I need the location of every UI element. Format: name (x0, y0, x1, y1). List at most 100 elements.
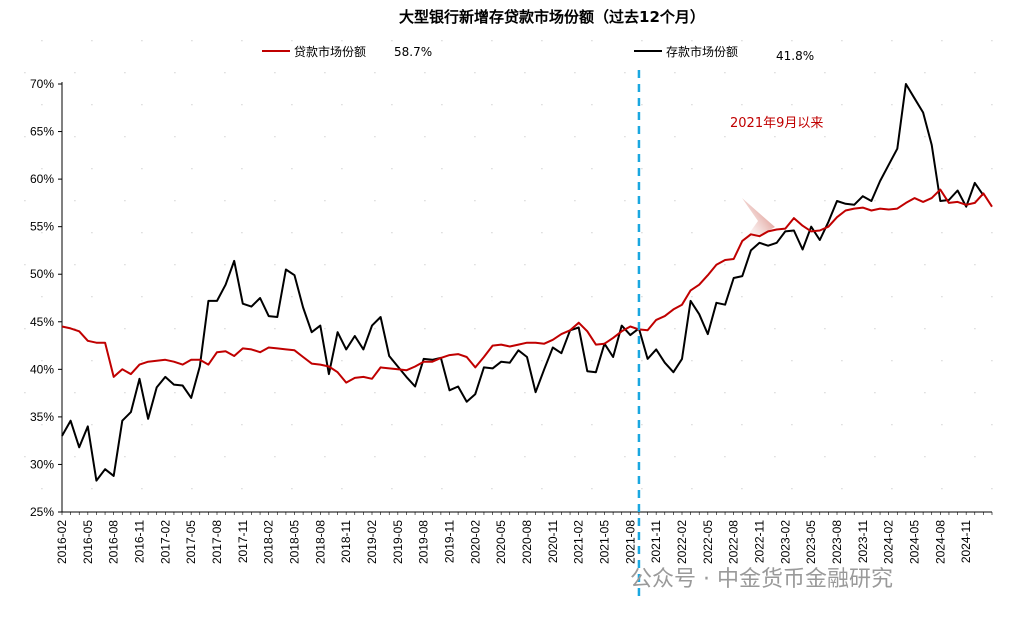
bg-dot (641, 232, 643, 234)
bg-dot (491, 360, 493, 362)
bg-dot (724, 328, 726, 330)
bg-dot (241, 488, 243, 490)
bg-dot (691, 424, 693, 426)
bg-dot (574, 392, 576, 394)
bg-dot (874, 72, 876, 74)
bg-dot (841, 40, 843, 42)
bg-dot (191, 104, 193, 106)
bg-dot (424, 328, 426, 330)
bg-dot (924, 328, 926, 330)
bg-dot (374, 200, 376, 202)
bg-dot (491, 424, 493, 426)
bg-dot (874, 200, 876, 202)
bg-dot (391, 168, 393, 170)
bg-dot (891, 424, 893, 426)
y-tick-label: 70% (30, 77, 54, 91)
bg-dot (791, 40, 793, 42)
x-tick-label: 2024-05 (908, 520, 922, 564)
bg-dot (941, 168, 943, 170)
bg-dot (591, 488, 593, 490)
bg-dot (874, 264, 876, 266)
x-tick-label: 2022-05 (701, 520, 715, 564)
bg-dot (824, 456, 826, 458)
trend-arrow (740, 198, 775, 246)
bg-dot (574, 456, 576, 458)
bg-dot (524, 136, 526, 138)
bg-dot (441, 296, 443, 298)
bg-dot (474, 328, 476, 330)
bg-dot (124, 392, 126, 394)
bg-dot (774, 328, 776, 330)
x-tick-label: 2019-08 (417, 520, 431, 564)
bg-dot (974, 200, 976, 202)
bg-dot (224, 264, 226, 266)
bg-dot (241, 40, 243, 42)
bg-dot (641, 40, 643, 42)
bg-dot (824, 328, 826, 330)
bg-dot (674, 72, 676, 74)
bg-dot (691, 296, 693, 298)
bg-dot (841, 296, 843, 298)
bg-dot (391, 296, 393, 298)
bg-dot (374, 136, 376, 138)
bg-dot (174, 136, 176, 138)
bg-dot (774, 72, 776, 74)
bg-dot (24, 72, 26, 74)
bg-dot (491, 104, 493, 106)
bg-dot (141, 232, 143, 234)
bg-dot (41, 296, 43, 298)
bg-dot (774, 392, 776, 394)
bg-dot (741, 40, 743, 42)
x-tick-label: 2016-08 (107, 520, 121, 564)
bg-dot (741, 168, 743, 170)
bg-dot (641, 296, 643, 298)
x-tick-label: 2023-08 (830, 520, 844, 564)
bg-dot (691, 168, 693, 170)
bg-dot (374, 328, 376, 330)
bg-dot (74, 200, 76, 202)
bg-dot (424, 456, 426, 458)
bg-dot (241, 168, 243, 170)
bg-dot (824, 136, 826, 138)
y-tick-label: 65% (30, 125, 54, 139)
bg-dot (91, 232, 93, 234)
bg-dot (24, 200, 26, 202)
x-tick-label: 2020-08 (520, 520, 534, 564)
bg-dot (24, 456, 26, 458)
x-tick-label: 2020-02 (468, 520, 482, 564)
bg-dot (841, 488, 843, 490)
bg-dot (491, 40, 493, 42)
x-tick-label: 2016-05 (81, 520, 95, 564)
bg-dot (791, 232, 793, 234)
bg-dot (291, 104, 293, 106)
x-tick-label: 2023-05 (804, 520, 818, 564)
bg-dot (974, 328, 976, 330)
x-tick-label: 2021-02 (572, 520, 586, 564)
bg-dot (124, 200, 126, 202)
bg-dot (424, 200, 426, 202)
bg-dot (641, 488, 643, 490)
x-tick-label: 2024-11 (959, 520, 973, 563)
bg-dot (324, 72, 326, 74)
bg-dot (991, 360, 993, 362)
bg-dot (74, 328, 76, 330)
x-axis: 2016-02 2016-05 2016-08 2016-11 2017-02 2017-… (55, 511, 993, 564)
bg-dot (341, 40, 343, 42)
bg-dot (724, 72, 726, 74)
bg-dot (991, 232, 993, 234)
bg-dot (374, 72, 376, 74)
bg-dot (91, 40, 93, 42)
bg-dot (891, 168, 893, 170)
bg-dot (124, 328, 126, 330)
bg-dot (941, 488, 943, 490)
x-tick-label: 2017-08 (210, 520, 224, 564)
bg-dot (341, 104, 343, 106)
bg-dot (41, 168, 43, 170)
bg-dot (374, 456, 376, 458)
bg-dot (591, 424, 593, 426)
bg-dot (224, 328, 226, 330)
bg-dot (424, 392, 426, 394)
bg-dot (74, 456, 76, 458)
bg-dot (791, 360, 793, 362)
bg-dot (591, 104, 593, 106)
